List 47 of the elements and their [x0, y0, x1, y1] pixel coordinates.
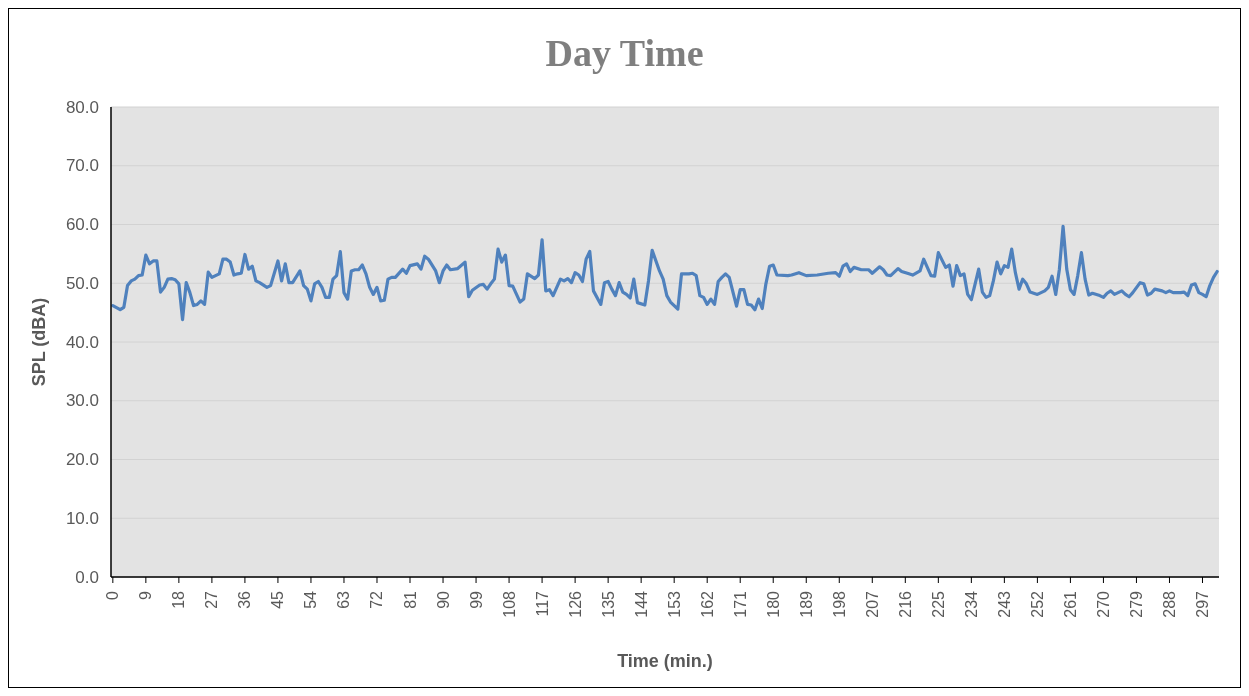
x-tick-label: 297: [1193, 590, 1211, 618]
x-tick-label: 189: [797, 590, 815, 618]
x-tick-label: 234: [962, 590, 980, 618]
y-tick-label: 30.0: [65, 391, 99, 411]
x-tick-label: 81: [401, 590, 419, 609]
x-tick-label: 90: [434, 590, 452, 609]
x-axis-title: Time (min.): [617, 651, 713, 671]
y-tick-label: 20.0: [65, 450, 99, 469]
x-tick-label: 270: [1094, 590, 1112, 618]
x-tick-label: 135: [599, 590, 617, 618]
x-tick-label: 18: [170, 590, 188, 609]
x-tick-label: 63: [335, 590, 353, 609]
x-tick-label: 279: [1127, 590, 1145, 618]
x-tick-label: 126: [566, 590, 584, 618]
chart-title: Day Time: [544, 31, 705, 75]
line-series: [111, 224, 1219, 322]
y-tick-label: 50.0: [65, 273, 99, 293]
y-tick-label: 40.0: [65, 332, 99, 352]
y-tick-label: 0.0: [75, 567, 99, 587]
y-tick-label: 70.0: [65, 156, 99, 176]
x-tick-label: 207: [863, 590, 881, 618]
x-tick-label: 9: [137, 590, 155, 600]
x-tick-label: 252: [1028, 590, 1046, 618]
x-tick-label: 108: [500, 590, 518, 618]
x-tick-label: 54: [302, 590, 320, 609]
x-tick-label: 225: [929, 590, 947, 618]
y-axis-title: SPL (dBA): [29, 297, 50, 387]
x-tick-label: 261: [1061, 590, 1079, 618]
x-tick-label: 288: [1160, 590, 1178, 618]
y-tick-label: 80.0: [65, 97, 99, 117]
x-tick-label: 99: [467, 590, 485, 609]
x-tick-label: 216: [896, 590, 914, 618]
y-tick-label: 10.0: [65, 508, 99, 528]
x-tick-label: 162: [698, 590, 716, 618]
y-tick-label: 60.0: [65, 215, 99, 234]
x-tick-label: 45: [269, 590, 287, 609]
x-tick-label: 117: [533, 590, 551, 617]
x-tick-label: 72: [368, 590, 386, 609]
x-tick-label: 27: [203, 590, 221, 609]
x-tick-label: 0: [104, 590, 122, 600]
x-tick-label: 36: [236, 590, 254, 609]
x-tick-label: 198: [830, 590, 848, 618]
x-tick-label: 171: [731, 590, 749, 618]
x-tick-label: 180: [764, 590, 782, 618]
x-tick-label: 153: [665, 590, 683, 618]
x-tick-label: 243: [995, 590, 1013, 618]
x-tick-label: 144: [632, 590, 650, 618]
